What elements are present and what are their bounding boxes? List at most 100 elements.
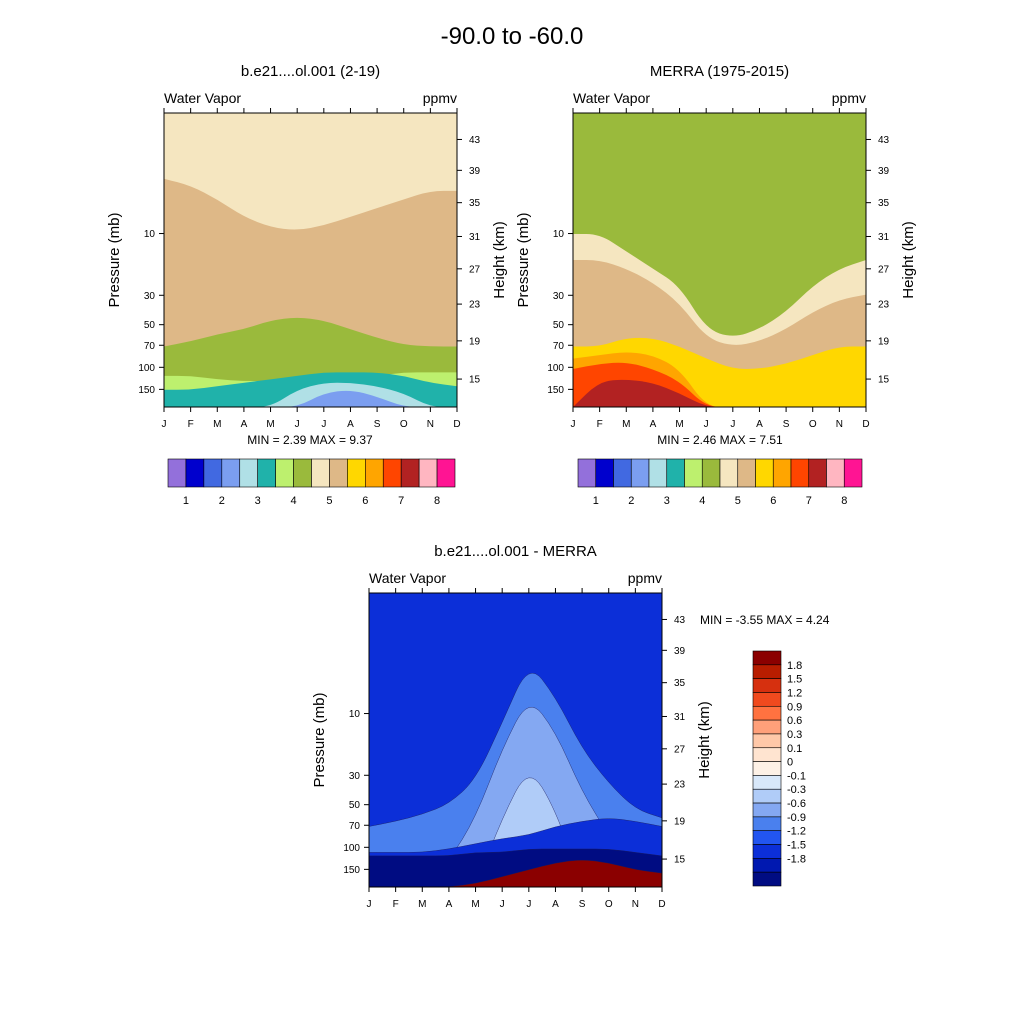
stats-text: MIN = 2.39 MAX = 9.37 xyxy=(247,433,373,447)
x-tick-label: F xyxy=(393,899,399,910)
x-tick-label: A xyxy=(347,419,354,430)
colorbar-label: -1.8 xyxy=(787,853,806,865)
x-tick-label: D xyxy=(862,419,869,430)
colorbar-label: 0.1 xyxy=(787,743,802,755)
y2-tick-label: 23 xyxy=(878,300,890,311)
x-tick-label: D xyxy=(453,419,460,430)
colorbar-label: 1.8 xyxy=(787,660,802,672)
colorbar-swatch xyxy=(808,458,827,488)
contour-band xyxy=(369,777,662,887)
x-tick-label: M xyxy=(471,899,479,910)
x-tick-label: J xyxy=(162,419,167,430)
colorbar-label: -1.2 xyxy=(787,826,806,838)
colorbar-swatch xyxy=(737,458,756,488)
plot-area xyxy=(573,113,866,407)
colorbar: 1 2 3 4 5 6 7 8 xyxy=(577,458,863,507)
x-tick-label: A xyxy=(241,419,248,430)
colorbar-swatch xyxy=(752,705,782,721)
colorbar-swatch xyxy=(329,458,348,488)
y2-tick-label: 23 xyxy=(674,780,686,791)
colorbar-label: 4 xyxy=(699,495,705,507)
colorbar-swatch xyxy=(752,650,782,666)
colorbar-label: 7 xyxy=(806,495,812,507)
variable-label: Water Vapor xyxy=(369,570,446,586)
x-tick-label: F xyxy=(597,419,603,430)
y-tick-label: 150 xyxy=(138,385,155,396)
y-axis-title: Pressure (mb) xyxy=(106,212,123,307)
colorbar-label: 3 xyxy=(255,495,261,507)
x-tick-label: M xyxy=(418,899,426,910)
x-tick-label: J xyxy=(730,419,735,430)
colorbar-swatch xyxy=(752,692,782,707)
colorbar-swatch xyxy=(347,458,366,488)
plot-frame xyxy=(163,112,458,408)
colorbar-swatch xyxy=(400,458,420,488)
colorbar-swatch xyxy=(418,458,438,488)
y-tick-label: 50 xyxy=(144,320,156,331)
x-tick-label: J xyxy=(526,899,531,910)
colorbar-swatch xyxy=(648,458,668,488)
colorbar-label: 0.6 xyxy=(787,715,802,727)
y2-tick-label: 31 xyxy=(674,712,686,723)
colorbar-label: 4 xyxy=(291,495,297,507)
y2-tick-label: 39 xyxy=(674,646,686,657)
y-axis-title: Pressure (mb) xyxy=(515,212,532,307)
colorbar-swatch xyxy=(843,458,863,488)
colorbar-label: -0.9 xyxy=(787,812,806,824)
colorbar-swatch xyxy=(755,458,774,488)
colorbar-swatch xyxy=(752,858,782,873)
x-tick-label: D xyxy=(658,899,665,910)
x-tick-label: J xyxy=(571,419,576,430)
x-tick-label: A xyxy=(650,419,657,430)
y-tick-label: 50 xyxy=(349,800,361,811)
colorbar-label: 0 xyxy=(787,757,793,769)
y2-tick-label: 15 xyxy=(674,855,686,866)
y2-axis-title: Height (km) xyxy=(696,701,713,779)
contour-band xyxy=(369,859,662,887)
contour-band xyxy=(573,379,866,407)
y2-tick-label: 27 xyxy=(878,264,890,275)
colorbar-swatch xyxy=(167,458,187,488)
chart-panel-2: MERRA (1975-2015)Water Vapor ppmv J F M A M J J A… xyxy=(515,63,917,507)
x-tick-label: O xyxy=(605,899,613,910)
colorbar-swatch xyxy=(752,761,782,776)
y2-axis-title: Height (km) xyxy=(900,221,917,299)
x-tick-label: N xyxy=(632,899,639,910)
variable-label: Water Vapor xyxy=(573,90,650,106)
x-tick-label: M xyxy=(622,419,630,430)
y2-tick-label: 15 xyxy=(878,375,890,386)
y-tick-label: 50 xyxy=(553,320,565,331)
colorbar-label: 1.2 xyxy=(787,687,802,699)
y2-axis-title: Height (km) xyxy=(491,221,508,299)
colorbar-swatch xyxy=(752,678,782,693)
x-tick-label: A xyxy=(756,419,763,430)
contour-band xyxy=(164,390,457,407)
stats-text: MIN = -3.55 MAX = 4.24 xyxy=(700,613,830,627)
y2-tick-label: 35 xyxy=(674,678,686,689)
x-tick-label: F xyxy=(188,419,194,430)
y2-tick-label: 43 xyxy=(469,135,481,146)
colorbar-swatch xyxy=(630,458,650,488)
page-title: -90.0 to -60.0 xyxy=(441,23,584,50)
colorbar-label: 1 xyxy=(593,495,599,507)
colorbar-swatch xyxy=(752,747,782,762)
y2-tick-label: 19 xyxy=(469,336,481,347)
colorbar-swatch xyxy=(752,775,782,790)
panel-title: b.e21....ol.001 - MERRA xyxy=(434,543,597,560)
colorbar-swatch xyxy=(436,458,456,488)
x-tick-label: J xyxy=(500,899,505,910)
y2-tick-label: 39 xyxy=(469,166,481,177)
plot-area xyxy=(164,113,457,407)
colorbar-swatch xyxy=(752,802,782,818)
y-tick-label: 100 xyxy=(343,843,360,854)
colorbar-swatch xyxy=(293,458,312,488)
colorbar-swatch xyxy=(613,458,632,488)
colorbar-swatch xyxy=(275,458,294,488)
x-tick-label: A xyxy=(552,899,559,910)
colorbar-label: 6 xyxy=(362,495,368,507)
y-tick-label: 70 xyxy=(553,341,565,352)
colorbar-swatch xyxy=(752,816,782,832)
y-tick-label: 150 xyxy=(343,865,360,876)
colorbar-label: -0.1 xyxy=(787,770,806,782)
